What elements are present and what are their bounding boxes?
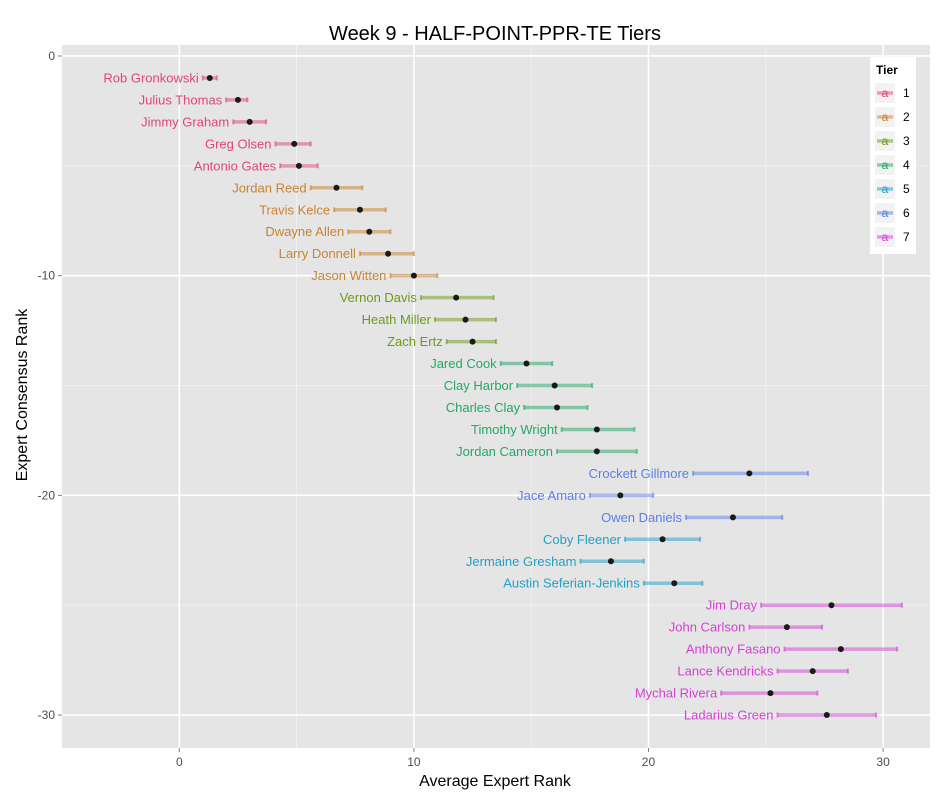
y-axis-ticks: 0 -10 -20 -30 (38, 49, 62, 722)
player-label: Jace Amaro (517, 488, 586, 503)
data-point (234, 96, 241, 103)
data-point (617, 492, 624, 499)
data-point (462, 316, 469, 323)
data-point (291, 140, 298, 147)
player-label: Jim Dray (706, 598, 758, 613)
legend-title: Tier (876, 63, 898, 77)
data-point (767, 690, 774, 697)
x-tick-label: 0 (176, 755, 183, 769)
legend-label: 5 (903, 182, 910, 196)
y-axis-title: Expert Consensus Rank (14, 308, 31, 482)
player-label: Jordan Reed (232, 180, 306, 195)
player-label: Crockett Gillmore (589, 466, 689, 481)
legend-label: 4 (903, 158, 910, 172)
player-label: Greg Olsen (205, 136, 271, 151)
x-tick-label: 20 (642, 755, 656, 769)
legend-key-glyph: a (882, 206, 889, 220)
data-point (593, 426, 600, 433)
data-point (837, 646, 844, 653)
legend-label: 6 (903, 206, 910, 220)
data-point (593, 448, 600, 455)
data-point (783, 624, 790, 631)
player-label: Ladarius Green (684, 708, 774, 723)
data-point (333, 184, 340, 191)
legend-label: 1 (903, 86, 910, 100)
player-label: Jordan Cameron (456, 444, 553, 459)
data-points (206, 74, 844, 719)
player-label: Rob Gronkowski (103, 70, 198, 85)
legend-key-glyph: a (882, 230, 889, 244)
y-tick-label: -10 (38, 269, 56, 283)
player-label: Antonio Gates (194, 158, 277, 173)
data-point (551, 382, 558, 389)
data-point (809, 668, 816, 675)
player-label: Lance Kendricks (677, 664, 774, 679)
player-label: Heath Miller (362, 312, 432, 327)
data-point (385, 250, 392, 257)
data-point (671, 580, 678, 587)
legend-key-glyph: a (882, 182, 889, 196)
data-point (410, 272, 417, 279)
player-label: Travis Kelce (259, 202, 330, 217)
data-point (523, 360, 530, 367)
data-point (469, 338, 476, 345)
y-tick-label: 0 (48, 49, 55, 63)
data-point (659, 536, 666, 543)
player-label: Jimmy Graham (141, 114, 229, 129)
player-label: Charles Clay (446, 400, 521, 415)
player-labels: Rob Gronkowski Julius Thomas Jimmy Graham G… (103, 70, 780, 722)
plot-panel (62, 45, 930, 748)
grid-minor (61, 45, 930, 748)
legend-label: 7 (903, 230, 910, 244)
x-axis-ticks: 0 10 20 30 (176, 748, 890, 769)
player-label: Clay Harbor (444, 378, 514, 393)
player-label: Anthony Fasano (686, 642, 781, 657)
player-label: Jason Witten (311, 268, 386, 283)
legend: Tier a 1a 2a 3a 4a 5a 6a 7 (870, 57, 916, 254)
legend-entries: a 1a 2a 3a 4a 5a 6a 7 (875, 83, 910, 247)
data-point (828, 602, 835, 609)
data-point (553, 404, 560, 411)
legend-key-glyph: a (882, 158, 889, 172)
player-label: Larry Donnell (279, 246, 356, 261)
data-point (246, 118, 253, 125)
legend-key-glyph: a (882, 86, 889, 100)
data-point (607, 558, 614, 565)
player-label: Mychal Rivera (635, 686, 718, 701)
legend-label: 2 (903, 110, 910, 124)
legend-key-glyph: a (882, 134, 889, 148)
player-label: Jermaine Gresham (466, 554, 577, 569)
legend-key-glyph: a (882, 110, 889, 124)
x-tick-label: 30 (876, 755, 890, 769)
x-axis-title: Average Expert Rank (419, 773, 572, 790)
player-label: Vernon Davis (340, 290, 418, 305)
legend-label: 3 (903, 134, 910, 148)
data-point (746, 470, 753, 477)
player-label: Owen Daniels (601, 510, 682, 525)
data-point (729, 514, 736, 521)
y-tick-label: -30 (38, 708, 56, 722)
player-label: Coby Fleener (543, 532, 622, 547)
data-point (366, 228, 373, 235)
data-point (295, 162, 302, 169)
player-label: Austin Seferian-Jenkins (503, 576, 640, 591)
player-label: Timothy Wright (471, 422, 558, 437)
player-label: Zach Ertz (387, 334, 443, 349)
data-point (823, 712, 830, 719)
data-point (453, 294, 460, 301)
player-label: Julius Thomas (139, 92, 223, 107)
y-tick-label: -20 (38, 488, 56, 502)
data-point (206, 74, 213, 81)
player-label: John Carlson (669, 620, 746, 635)
player-label: Dwayne Allen (265, 224, 344, 239)
x-tick-label: 10 (407, 755, 421, 769)
player-label: Jared Cook (430, 356, 497, 371)
data-point (356, 206, 363, 213)
chart-title: Week 9 - HALF-POINT-PPR-TE Tiers (329, 23, 661, 45)
